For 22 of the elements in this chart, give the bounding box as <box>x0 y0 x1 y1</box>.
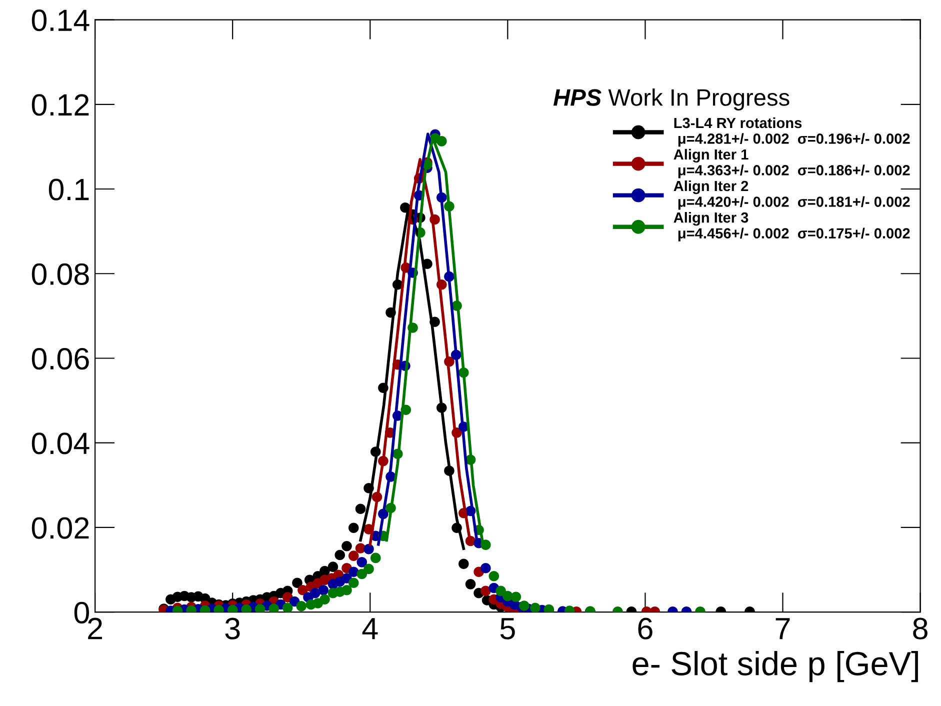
legend-label: L3-L4 RY rotations μ=4.281+/- 0.002 σ=0.196+/- 0.002 <box>674 117 910 147</box>
legend-label: Align Iter 2 μ=4.420+/- 0.002 σ=0.181+/- 0.002 <box>674 180 910 210</box>
y-tick-label: 0.08 <box>32 263 89 285</box>
x-tick-label: 4 <box>362 618 378 640</box>
y-tick-label: 0.12 <box>32 94 89 116</box>
x-tick-label: 2 <box>88 618 102 640</box>
x-tick-label: 7 <box>776 618 790 640</box>
x-tick-label: 6 <box>638 618 652 640</box>
y-tick-label: 0 <box>74 602 89 624</box>
y-tick-label: 0.04 <box>32 432 90 454</box>
y-tick-label: 0.1 <box>48 178 89 200</box>
y-tick-label: 0.14 <box>32 10 90 32</box>
y-tick-label: 0.02 <box>32 517 89 539</box>
x-axis-title: e- Slot side p [GeV] <box>632 651 918 682</box>
annotation: Work In Progress <box>608 88 790 111</box>
y-tick-label: 0.06 <box>32 348 89 370</box>
x-tick-label: 8 <box>913 618 928 640</box>
x-tick-label: 3 <box>225 618 240 640</box>
legend-label: Align Iter 1 μ=4.363+/- 0.002 σ=0.186+/- 0.002 <box>674 148 910 178</box>
annotation: HPS <box>553 89 602 106</box>
legend-label: Align Iter 3 μ=4.456+/- 0.002 σ=0.175+/- 0.002 <box>674 212 910 242</box>
x-tick-label: 5 <box>500 618 515 640</box>
